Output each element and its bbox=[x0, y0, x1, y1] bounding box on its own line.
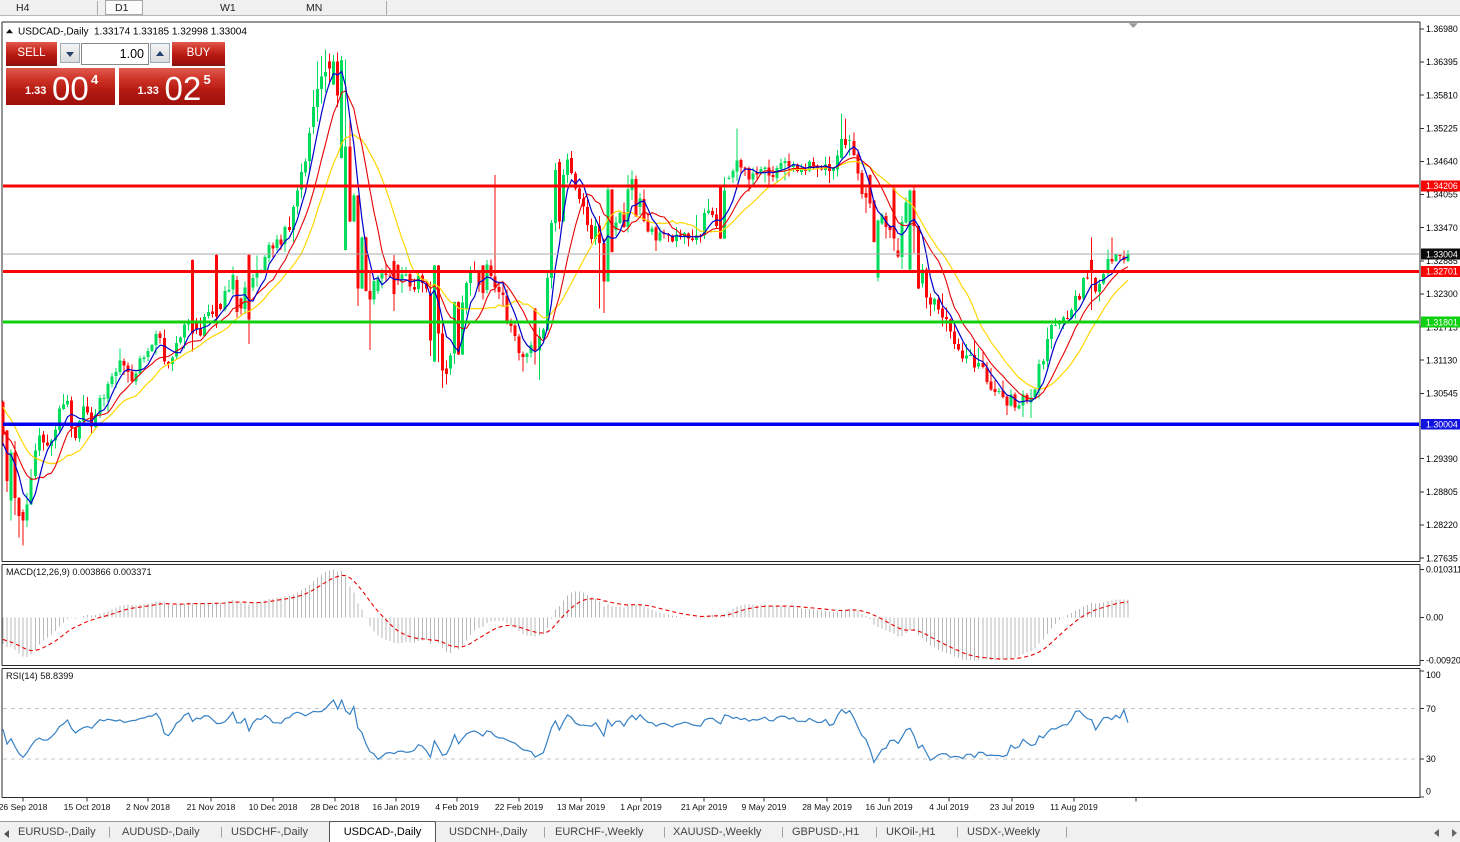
svg-text:28 Dec 2018: 28 Dec 2018 bbox=[311, 802, 360, 812]
svg-text:1.31801: 1.31801 bbox=[1426, 317, 1458, 327]
svg-text:1.30004: 1.30004 bbox=[1426, 419, 1458, 429]
svg-text:11 Aug 2019: 11 Aug 2019 bbox=[1050, 802, 1098, 812]
svg-text:4 Feb 2019: 4 Feb 2019 bbox=[435, 802, 479, 812]
svg-text:RSI(14) 58.8399: RSI(14) 58.8399 bbox=[6, 671, 73, 681]
svg-text:1.34055: 1.34055 bbox=[1426, 190, 1458, 200]
svg-text:16 Jan 2019: 16 Jan 2019 bbox=[372, 802, 420, 812]
svg-text:1.32885: 1.32885 bbox=[1426, 256, 1458, 266]
svg-text:1.36395: 1.36395 bbox=[1426, 57, 1458, 67]
svg-text:26 Sep 2018: 26 Sep 2018 bbox=[0, 802, 48, 812]
svg-text:1.33004: 1.33004 bbox=[1426, 249, 1458, 259]
svg-text:22 Feb 2019: 22 Feb 2019 bbox=[495, 802, 543, 812]
svg-text:23 Jul 2019: 23 Jul 2019 bbox=[990, 802, 1035, 812]
svg-text:10 Dec 2018: 10 Dec 2018 bbox=[249, 802, 298, 812]
svg-text:1.34206: 1.34206 bbox=[1426, 181, 1458, 191]
svg-text:70: 70 bbox=[1426, 704, 1436, 714]
svg-text:1.34640: 1.34640 bbox=[1426, 157, 1458, 167]
svg-text:1.27635: 1.27635 bbox=[1426, 553, 1458, 563]
svg-text:1.29390: 1.29390 bbox=[1426, 454, 1458, 464]
svg-text:15 Oct 2018: 15 Oct 2018 bbox=[64, 802, 111, 812]
svg-text:1.33470: 1.33470 bbox=[1426, 223, 1458, 233]
svg-text:1.31130: 1.31130 bbox=[1426, 355, 1457, 365]
svg-text:9 May 2019: 9 May 2019 bbox=[742, 802, 787, 812]
svg-text:16 Jun 2019: 16 Jun 2019 bbox=[865, 802, 913, 812]
svg-text:MACD(12,26,9) 0.003866 0.00337: MACD(12,26,9) 0.003866 0.003371 bbox=[6, 567, 152, 577]
svg-text:2 Nov 2018: 2 Nov 2018 bbox=[126, 802, 170, 812]
svg-text:1.36980: 1.36980 bbox=[1426, 24, 1458, 34]
svg-text:13 Mar 2019: 13 Mar 2019 bbox=[557, 802, 605, 812]
svg-text:1.30545: 1.30545 bbox=[1426, 389, 1458, 399]
svg-text:30: 30 bbox=[1426, 754, 1436, 764]
svg-text:1.32701: 1.32701 bbox=[1426, 267, 1458, 277]
svg-text:0.00: 0.00 bbox=[1426, 613, 1443, 623]
svg-text:4 Jul 2019: 4 Jul 2019 bbox=[929, 802, 969, 812]
svg-text:1.33174 1.33185 1.32998 1.3300: 1.33174 1.33185 1.32998 1.33004 bbox=[94, 27, 247, 38]
svg-text:0.010311: 0.010311 bbox=[1426, 565, 1460, 575]
svg-text:1.28220: 1.28220 bbox=[1426, 520, 1458, 530]
svg-text:1.35225: 1.35225 bbox=[1426, 124, 1458, 134]
svg-text:28 May 2019: 28 May 2019 bbox=[802, 802, 852, 812]
svg-text:21 Nov 2018: 21 Nov 2018 bbox=[187, 802, 236, 812]
svg-text:1.35810: 1.35810 bbox=[1426, 90, 1458, 100]
svg-text:1.28805: 1.28805 bbox=[1426, 487, 1458, 497]
svg-text:USDCAD-,Daily: USDCAD-,Daily bbox=[18, 27, 89, 38]
svg-text:1.32300: 1.32300 bbox=[1426, 289, 1458, 299]
svg-text:100: 100 bbox=[1426, 670, 1441, 680]
svg-text:0: 0 bbox=[1426, 787, 1431, 797]
svg-text:1 Apr 2019: 1 Apr 2019 bbox=[620, 802, 662, 812]
svg-text:21 Apr 2019: 21 Apr 2019 bbox=[681, 802, 728, 812]
svg-text:-0.009203: -0.009203 bbox=[1426, 656, 1460, 666]
